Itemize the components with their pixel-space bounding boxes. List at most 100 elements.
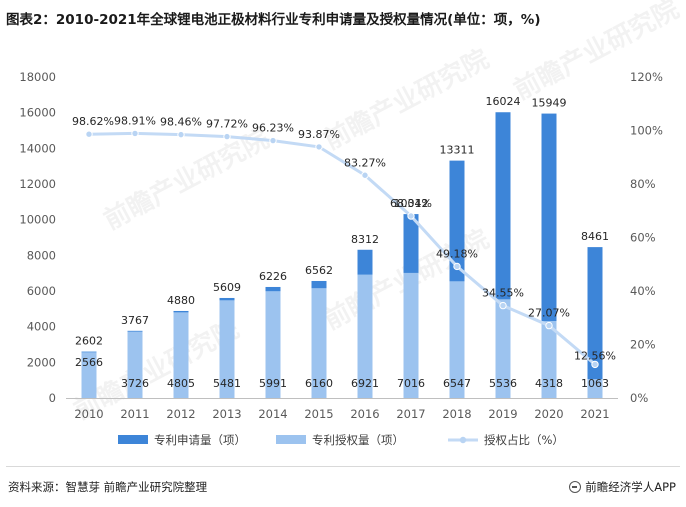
legend-marker (459, 436, 467, 444)
ratio-marker (85, 130, 93, 138)
label-applications: 3767 (121, 314, 149, 327)
label-grants: 5481 (213, 377, 241, 390)
axes: 0 2000 4000 6000 8000 10000 12000 14000 16000 180… (19, 70, 663, 421)
bar-grants (587, 379, 603, 398)
label-ratio: 83.27% (344, 156, 386, 169)
chart: 前瞻产业研究院前瞻产业研究院前瞻产业研究院前瞻产业研究院前瞻产业研究院 0200… (19, 0, 684, 447)
label-ratio: 49.18% (436, 247, 478, 260)
x-tick-label: 2013 (212, 407, 241, 421)
y-right-tick-label: 80% (630, 177, 656, 191)
y-left-tick-label: 14000 (19, 141, 56, 155)
label-grants: 1063 (581, 377, 609, 390)
ratio-marker (499, 301, 507, 310)
label-grants: 6547 (443, 377, 471, 390)
watermark-text: 前瞻产业研究院 (99, 123, 274, 236)
label-applications: 5609 (213, 281, 241, 294)
bar-grants (403, 272, 419, 398)
ratio-marker (591, 360, 599, 369)
y-left-tick-label: 4000 (27, 320, 56, 334)
x-tick-label: 2010 (74, 407, 103, 421)
label-ratio: 34.55% (482, 287, 524, 300)
label-grants: 6160 (305, 377, 333, 390)
bar-grants (173, 312, 189, 398)
label-grants: 5536 (489, 377, 517, 390)
ratio-marker (269, 136, 277, 145)
y-left-tick-label: 8000 (27, 248, 56, 262)
y-right-tick-label: 120% (630, 70, 663, 84)
data-labels: 2602 3767 4880 5609 6226 6562 8312 10312 13311 16… (72, 95, 616, 390)
watermark-text: 前瞻产业研究院 (319, 43, 494, 156)
label-ratio: 27.07% (528, 307, 570, 320)
label-applications: 15949 (532, 97, 567, 110)
label-applications: 8461 (581, 230, 609, 243)
ratio-marker (223, 132, 231, 141)
brand: 前瞻经济学人APP (569, 479, 676, 495)
ratio-marker (131, 129, 139, 138)
label-applications: 4880 (167, 294, 195, 307)
label-ratio: 98.62% (72, 115, 114, 128)
y-right-tick-label: 100% (630, 124, 663, 138)
x-tick-label: 2020 (534, 407, 563, 421)
ratio-marker (545, 321, 553, 330)
label-applications: 2602 (75, 335, 103, 348)
x-tick-label: 2011 (120, 407, 149, 421)
brand-logo-icon (569, 481, 582, 493)
bar-grants (495, 299, 511, 398)
bar-grants (81, 352, 97, 398)
bar-grants (219, 300, 235, 398)
ratio-marker (361, 171, 369, 179)
x-tick-label: 2014 (258, 407, 287, 421)
y-right-tick-label: 40% (630, 284, 656, 298)
y-right-tick-label: 0% (630, 391, 648, 405)
label-applications: 6562 (305, 264, 333, 277)
y-left-tick-label: 2000 (27, 355, 56, 369)
label-ratio: 68.04% (390, 197, 432, 210)
ratio-marker (177, 130, 185, 139)
label-applications: 16024 (486, 95, 521, 108)
ratio-line-path (88, 131, 596, 366)
ratio-marker (315, 143, 323, 151)
y-left-tick-label: 0 (49, 391, 56, 405)
legend-swatch (118, 435, 148, 444)
x-tick-label: 2012 (166, 407, 195, 421)
label-grants: 5991 (259, 377, 287, 390)
bar-grants (357, 274, 373, 398)
y-right-tick-label: 20% (630, 338, 656, 352)
bar-applications (587, 247, 603, 398)
label-ratio: 96.23% (252, 122, 294, 135)
y-left-tick-label: 16000 (19, 106, 56, 120)
label-grants: 4805 (167, 377, 195, 390)
label-applications: 13311 (440, 144, 475, 157)
bar-grants (541, 320, 557, 398)
legend: 专利申请量（项） 专利授权量（项） 授权占比（%） (118, 433, 564, 447)
y-left-tick-label: 18000 (19, 70, 56, 84)
label-applications: 6226 (259, 270, 287, 283)
label-applications: 10312 (394, 197, 429, 210)
x-tick-label: 2018 (442, 407, 471, 421)
ratio-marker (407, 212, 415, 220)
x-tick-label: 2017 (396, 407, 425, 421)
label-grants: 4318 (535, 377, 563, 390)
label-ratio: 98.46% (160, 116, 202, 129)
label-ratio: 93.87% (298, 128, 340, 141)
y-left-tick-label: 10000 (19, 213, 56, 227)
x-tick-label: 2021 (580, 407, 609, 421)
x-tick-label: 2016 (350, 407, 379, 421)
x-tick-label: 2019 (488, 407, 517, 421)
chart-title: 图表2：2010-2021年全球锂电池正极材料行业专利申请量及授权量情况(单位：… (6, 12, 541, 28)
ratio-line (85, 129, 599, 369)
label-grants: 2566 (75, 356, 103, 369)
x-tick-label: 2015 (304, 407, 333, 421)
source-note: 资料来源：智慧芽 前瞻产业研究院整理 (8, 480, 208, 494)
label-ratio: 12.56% (574, 349, 616, 362)
legend-label: 专利授权量（项） (312, 433, 404, 447)
brand-name: 前瞻经济学人APP (585, 480, 676, 494)
y-left-tick-label: 6000 (27, 284, 56, 298)
bar-grants (265, 291, 281, 398)
footer-divider (6, 466, 680, 467)
ratio-marker (453, 262, 461, 271)
label-ratio: 97.72% (206, 118, 248, 131)
label-grants: 3726 (121, 377, 149, 390)
bar-grants (311, 288, 327, 398)
label-grants: 6921 (351, 377, 379, 390)
